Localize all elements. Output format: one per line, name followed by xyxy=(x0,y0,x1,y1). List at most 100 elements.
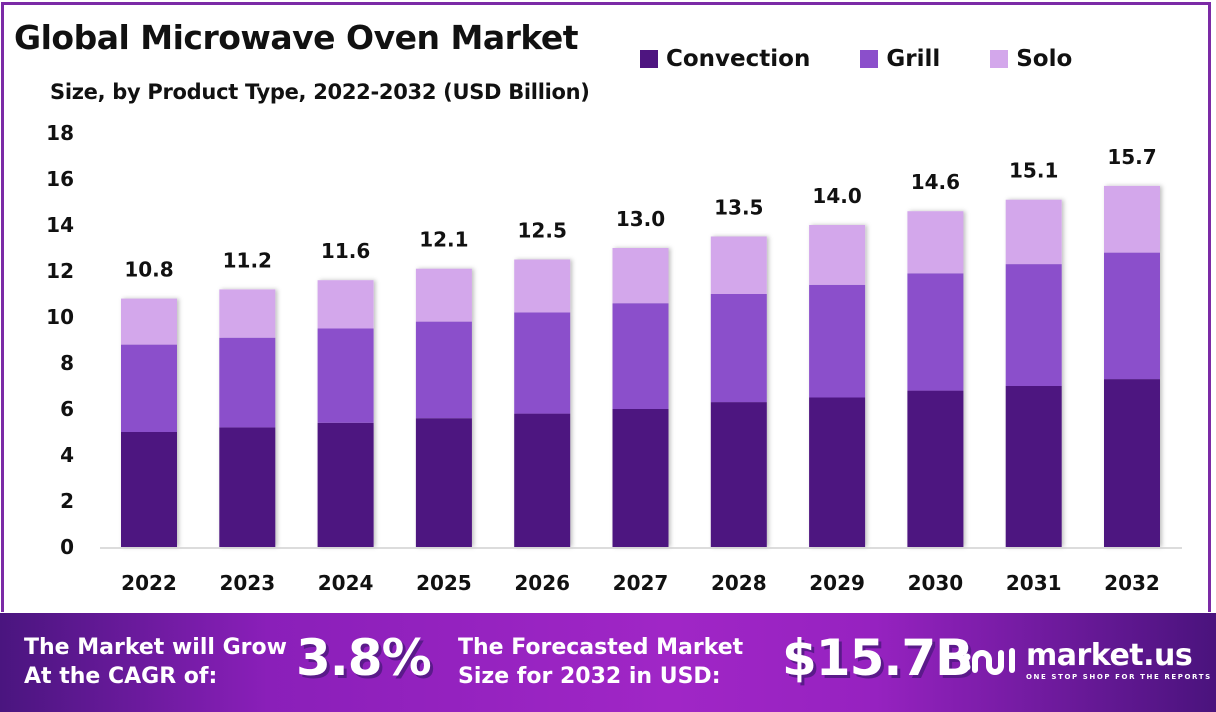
x-tick-label: 2023 xyxy=(219,571,275,595)
total-labels: 10.8 11.2 11.6 12.1 12.5 13.0 13.5 14.0 14.6 15.1… xyxy=(124,145,1156,282)
cagr-value: 3.8% xyxy=(296,629,432,687)
total-label: 11.2 xyxy=(223,248,272,272)
bar-segment-convection xyxy=(809,397,866,547)
y-tick-label: 6 xyxy=(60,397,74,421)
x-tick-label: 2032 xyxy=(1104,571,1160,595)
forecast-text-line1: The Forecasted Market xyxy=(458,635,744,660)
x-tick-label: 2022 xyxy=(121,571,177,595)
cagr-text-line2: At the CAGR of: xyxy=(24,664,218,689)
bar-segment-grill xyxy=(809,284,866,398)
bar-stack xyxy=(907,211,964,547)
bar-segment-solo xyxy=(317,280,374,329)
bar-segment-grill xyxy=(907,273,964,391)
legend-swatch-convection xyxy=(640,50,658,68)
bar-segment-grill xyxy=(219,337,276,428)
bar-segment-convection xyxy=(121,432,177,547)
logo-name: market.us xyxy=(1026,638,1193,673)
x-tick-label: 2030 xyxy=(908,571,964,595)
bar-segment-solo xyxy=(1104,185,1160,253)
total-label: 12.1 xyxy=(419,228,468,252)
bar-segment-grill xyxy=(1005,264,1062,386)
bar-segment-convection xyxy=(1005,386,1062,547)
forecast-value: $15.7B xyxy=(782,629,973,687)
bar-segment-grill xyxy=(317,328,374,423)
y-tick-label: 0 xyxy=(60,535,74,559)
bar-stack xyxy=(809,225,866,547)
legend-label-grill: Grill xyxy=(886,46,941,72)
cagr-text-line1: The Market will Grow xyxy=(24,635,287,660)
bar-segment-grill xyxy=(415,321,472,419)
legend-item-convection: Convection xyxy=(640,46,810,72)
total-label: 15.7 xyxy=(1107,145,1156,169)
bar-segment-convection xyxy=(415,418,472,547)
bar-segment-solo xyxy=(415,268,472,322)
bar-segment-convection xyxy=(907,390,964,547)
total-label: 14.6 xyxy=(911,170,960,194)
bar-segment-grill xyxy=(710,294,767,403)
chart-title: Global Microwave Oven Market xyxy=(14,18,579,57)
x-tick-label: 2026 xyxy=(514,571,570,595)
forecast-text: The Forecasted Market Size for 2032 in U… xyxy=(458,633,743,691)
stacked-bar-chart: 0 2 4 6 8 10 12 14 16 18 2022 2023 2024 2025 2026 2027… xyxy=(46,121,1182,595)
total-label: 11.6 xyxy=(321,239,370,263)
bar-segment-convection xyxy=(317,422,374,547)
bar-stack xyxy=(1104,185,1160,547)
legend-label-solo: Solo xyxy=(1016,46,1073,72)
legend-swatch-solo xyxy=(990,50,1009,68)
legend: Convection Grill Solo xyxy=(640,46,1122,72)
y-tick-label: 8 xyxy=(60,351,74,375)
bar-segment-grill xyxy=(612,303,669,409)
bar-segment-solo xyxy=(121,298,177,345)
bar-stack xyxy=(710,236,767,547)
total-label: 13.0 xyxy=(616,207,665,231)
bar-segment-convection xyxy=(1104,379,1160,547)
market-us-logo-icon xyxy=(963,648,1015,675)
bar-stack xyxy=(219,289,276,547)
x-tick-label: 2031 xyxy=(1006,571,1062,595)
bar-segment-solo xyxy=(219,289,276,338)
legend-item-grill: Grill xyxy=(860,46,940,72)
x-tick-label: 2024 xyxy=(318,571,374,595)
cagr-text: The Market will Grow At the CAGR of: xyxy=(24,633,287,691)
total-label: 15.1 xyxy=(1009,159,1058,183)
forecast-text-line2: Size for 2032 in USD: xyxy=(458,664,721,689)
y-tick-label: 16 xyxy=(46,167,74,191)
logo-tagline: ONE STOP SHOP FOR THE REPORTS xyxy=(1026,673,1212,681)
x-tick-label: 2027 xyxy=(613,571,669,595)
y-tick-label: 4 xyxy=(60,443,74,467)
legend-swatch-grill xyxy=(860,50,879,68)
bar-segment-convection xyxy=(612,409,669,547)
bar-segment-solo xyxy=(907,211,964,274)
bar-segment-solo xyxy=(514,259,571,313)
total-label: 10.8 xyxy=(124,258,173,282)
y-tick-label: 10 xyxy=(46,305,74,329)
y-tick-label: 14 xyxy=(46,213,74,237)
legend-item-solo: Solo xyxy=(990,46,1072,72)
bar-stack xyxy=(612,248,669,547)
summary-banner: The Market will Grow At the CAGR of: 3.8… xyxy=(0,613,1216,712)
logo-text: market.us ONE STOP SHOP FOR THE REPORTS xyxy=(1026,638,1212,682)
y-tick-label: 12 xyxy=(46,259,74,283)
chart-subtitle: Size, by Product Type, 2022-2032 (USD Bi… xyxy=(50,80,590,104)
bar-stack xyxy=(317,280,374,547)
total-label: 14.0 xyxy=(812,184,861,208)
bar-segment-solo xyxy=(809,225,866,285)
legend-label-convection: Convection xyxy=(666,46,811,72)
total-label: 12.5 xyxy=(518,219,567,243)
y-axis: 0 2 4 6 8 10 12 14 16 18 xyxy=(46,121,74,559)
bar-segment-convection xyxy=(514,413,571,547)
bar-stack xyxy=(121,298,177,547)
total-label: 13.5 xyxy=(714,196,763,220)
bar-segment-solo xyxy=(1005,199,1062,265)
x-axis: 2022 2023 2024 2025 2026 2027 2028 2029 2030 2031… xyxy=(121,571,1160,595)
bar-segment-solo xyxy=(612,248,669,304)
bar-segment-grill xyxy=(121,344,177,432)
bar-stack xyxy=(514,259,571,547)
bar-segment-grill xyxy=(514,312,571,414)
bar-segment-solo xyxy=(710,236,767,294)
x-tick-label: 2028 xyxy=(711,571,767,595)
y-tick-label: 18 xyxy=(46,121,74,145)
bar-stack xyxy=(1005,199,1062,547)
x-tick-label: 2025 xyxy=(416,571,472,595)
bars xyxy=(121,185,1160,547)
